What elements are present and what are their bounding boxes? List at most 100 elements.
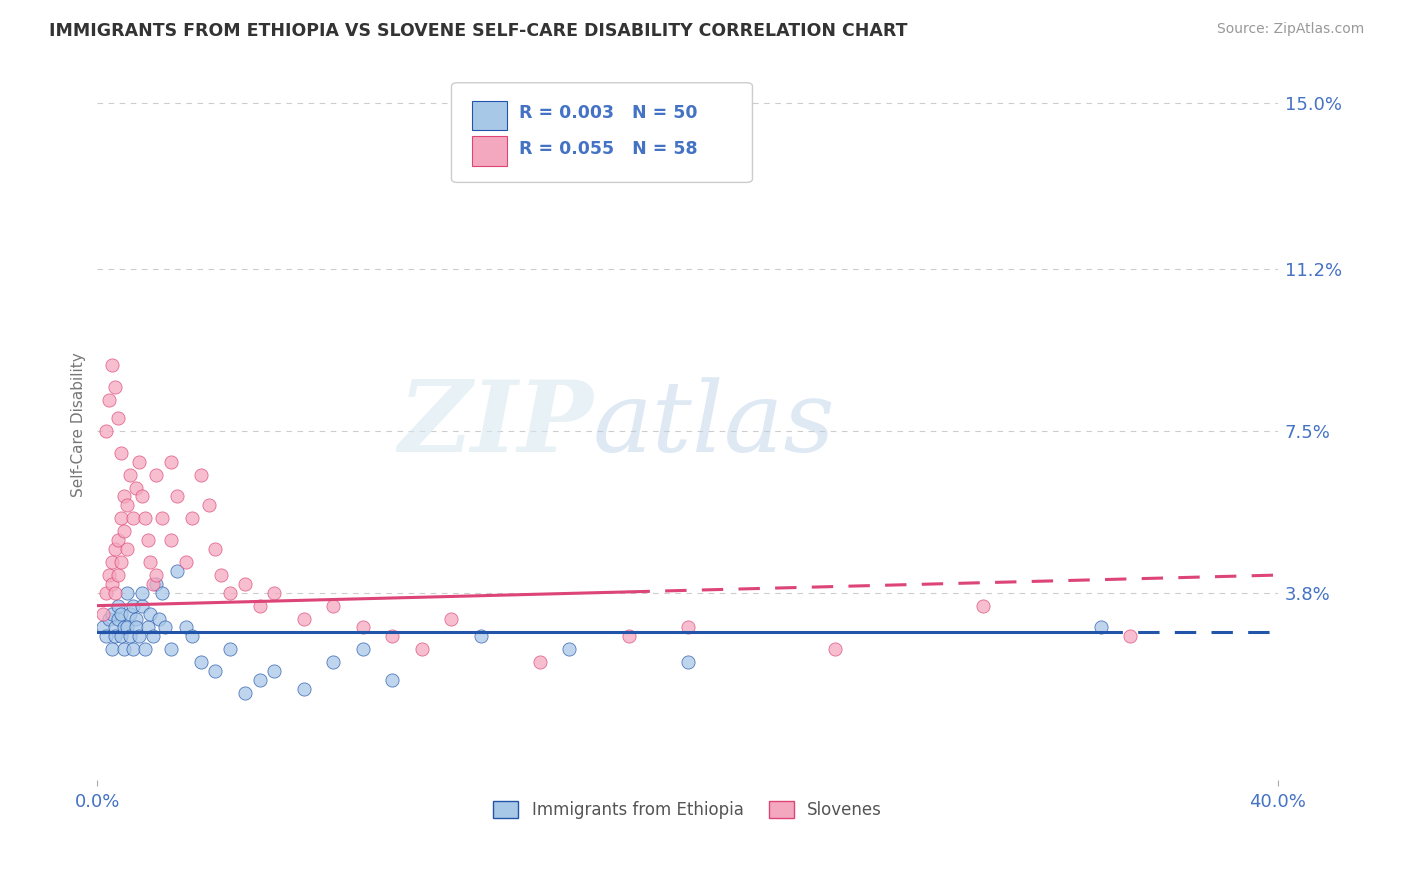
Point	[136, 533, 159, 548]
Point	[972, 599, 994, 613]
Point	[118, 467, 141, 482]
Point	[249, 673, 271, 687]
Point	[98, 568, 121, 582]
Point	[204, 664, 226, 678]
Point	[101, 642, 124, 657]
Point	[101, 359, 124, 373]
Point	[131, 585, 153, 599]
Point	[107, 599, 129, 613]
Point	[209, 568, 232, 582]
Point	[128, 629, 150, 643]
Point	[96, 629, 118, 643]
Point	[101, 607, 124, 622]
Point	[292, 612, 315, 626]
Point	[174, 555, 197, 569]
Point	[107, 568, 129, 582]
Point	[115, 620, 138, 634]
Point	[219, 585, 242, 599]
Point	[166, 564, 188, 578]
Point	[101, 555, 124, 569]
Point	[121, 511, 143, 525]
Point	[292, 681, 315, 696]
Point	[91, 607, 114, 622]
Point	[110, 511, 132, 525]
Point	[101, 576, 124, 591]
Point	[115, 541, 138, 556]
Point	[110, 629, 132, 643]
Point	[148, 612, 170, 626]
Point	[115, 498, 138, 512]
Point	[131, 490, 153, 504]
Point	[125, 612, 148, 626]
Point	[104, 629, 127, 643]
Point	[676, 620, 699, 634]
Point	[381, 673, 404, 687]
Bar	[471, 101, 508, 130]
Point	[139, 555, 162, 569]
Point	[219, 642, 242, 657]
Point	[112, 642, 135, 657]
Point	[190, 656, 212, 670]
Point	[131, 599, 153, 613]
Point	[352, 642, 374, 657]
Point	[98, 612, 121, 626]
Point	[322, 599, 344, 613]
Point	[198, 498, 221, 512]
Point	[180, 511, 202, 525]
Point	[98, 393, 121, 408]
Point	[121, 642, 143, 657]
Point	[125, 481, 148, 495]
Point	[529, 656, 551, 670]
Point	[150, 511, 173, 525]
Point	[112, 620, 135, 634]
Point	[142, 629, 165, 643]
Point	[145, 576, 167, 591]
Point	[824, 642, 846, 657]
Point	[352, 620, 374, 634]
Point	[166, 490, 188, 504]
Text: R = 0.055   N = 58: R = 0.055 N = 58	[519, 140, 697, 158]
Point	[139, 607, 162, 622]
Point	[470, 629, 492, 643]
Point	[104, 541, 127, 556]
FancyBboxPatch shape	[451, 83, 752, 182]
Point	[112, 490, 135, 504]
Point	[115, 585, 138, 599]
Text: Source: ZipAtlas.com: Source: ZipAtlas.com	[1216, 22, 1364, 37]
Point	[96, 424, 118, 438]
Point	[134, 642, 156, 657]
Y-axis label: Self-Care Disability: Self-Care Disability	[72, 352, 86, 497]
Point	[411, 642, 433, 657]
Point	[91, 620, 114, 634]
Point	[381, 629, 404, 643]
Point	[107, 410, 129, 425]
Point	[145, 568, 167, 582]
Point	[180, 629, 202, 643]
Point	[1090, 620, 1112, 634]
Point	[204, 541, 226, 556]
Point	[249, 599, 271, 613]
Point	[112, 524, 135, 539]
Point	[125, 620, 148, 634]
Point	[104, 620, 127, 634]
Point	[107, 533, 129, 548]
Point	[110, 446, 132, 460]
Point	[558, 642, 581, 657]
Point	[142, 576, 165, 591]
Point	[150, 585, 173, 599]
Point	[110, 555, 132, 569]
Point	[96, 585, 118, 599]
Point	[110, 607, 132, 622]
Point	[160, 454, 183, 468]
Point	[440, 612, 463, 626]
Point	[160, 533, 183, 548]
Point	[233, 576, 256, 591]
Point	[174, 620, 197, 634]
Point	[118, 629, 141, 643]
Point	[617, 629, 640, 643]
Text: atlas: atlas	[593, 376, 835, 472]
Point	[190, 467, 212, 482]
Text: IMMIGRANTS FROM ETHIOPIA VS SLOVENE SELF-CARE DISABILITY CORRELATION CHART: IMMIGRANTS FROM ETHIOPIA VS SLOVENE SELF…	[49, 22, 908, 40]
Point	[107, 612, 129, 626]
Point	[322, 656, 344, 670]
